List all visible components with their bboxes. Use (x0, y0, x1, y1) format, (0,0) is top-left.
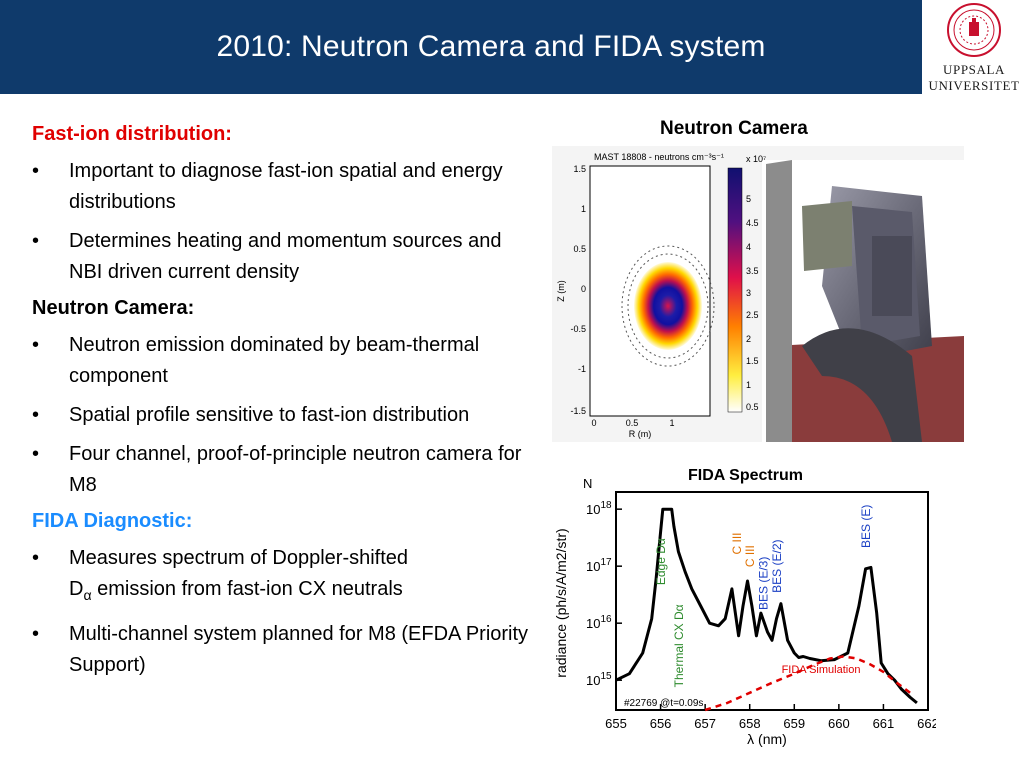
d-alpha-suffix: emission from fast-ion CX neutrals (91, 578, 403, 600)
peak-annotation: BES (E) (859, 505, 873, 548)
colorbar-tick: 2 (746, 334, 751, 344)
y-tick: -1.5 (570, 406, 586, 416)
colorbar-tick: 3 (746, 288, 751, 298)
title-bar: 2010: Neutron Camera and FIDA system (0, 0, 924, 94)
neutron-camera-label: Neutron Camera (660, 118, 808, 139)
x-tick-label: 658 (739, 716, 761, 731)
x-tick-label: 659 (783, 716, 805, 731)
bullet-text: Neutron emission dominated by beam-therm… (69, 334, 480, 387)
bullet-text: Measures spectrum of Doppler-shifted (69, 547, 409, 569)
colorbar-tick: 3.5 (746, 266, 759, 276)
x-tick-label: 657 (694, 716, 716, 731)
heading-fast-ion: Fast-ion distribution: (32, 123, 232, 145)
bullet-item: • Neutron emission dominated by beam-ther… (32, 334, 480, 387)
plot-title: MAST 18808 - neutrons cm⁻³s⁻¹ (594, 152, 724, 162)
peak-annotation: BES (E/3) (757, 557, 771, 610)
bullet-item: • Multi-channel system planned for M8 (EF… (32, 623, 529, 676)
x-tick: 0 (591, 418, 596, 428)
x-tick-label: 661 (873, 716, 895, 731)
shot-label: #22769 @t=0.09s (624, 698, 703, 709)
x-tick-label: 655 (605, 716, 627, 731)
colorbar-tick: 1 (746, 380, 751, 390)
y-tick-label: 1016 (586, 614, 612, 631)
colorbar-tick: 4 (746, 242, 751, 252)
peak-annotation: C III (743, 545, 757, 567)
x-tick-label: 656 (650, 716, 672, 731)
d-alpha-prefix: D (69, 578, 84, 600)
x-ticks: 0 0.5 1 (591, 418, 674, 428)
x-tick-label: 660 (828, 716, 850, 731)
colorbar-tick: 5 (746, 194, 751, 204)
series-label: FIDA Simulation (782, 664, 861, 676)
heading-neutron-camera: Neutron Camera: (32, 297, 195, 319)
colorbar-tick: 4.5 (746, 218, 759, 228)
seal-icon (947, 3, 1001, 57)
y-axis-label: Z (m) (556, 280, 566, 302)
y-axis-label: radiance (ph/s/A/m2/str) (553, 528, 569, 677)
bullet-text: Four channel, proof-of-principle neutron… (69, 443, 522, 496)
university-logo: UPPSALA UNIVERSITET (924, 0, 1024, 96)
slide-title: 2010: Neutron Camera and FIDA system (216, 30, 766, 63)
x-tick-label: 662 (917, 716, 936, 731)
y-tick: -0.5 (570, 324, 586, 334)
colorbar-exponent: x 10⁷ (746, 154, 766, 164)
fida-simulation-line (704, 655, 911, 712)
peak-annotation: C III (730, 532, 744, 554)
x-axis-label: R (m) (629, 429, 652, 439)
y-ticks: 1018 1017 1016 1015 (586, 500, 622, 688)
colorbar-tick: 2.5 (746, 310, 759, 320)
x-tick: 0.5 (626, 418, 639, 428)
neutron-camera-figure: MAST 18808 - neutrons cm⁻³s⁻¹ x 10⁷ 5 4.… (552, 146, 964, 442)
y-tick: -1 (578, 364, 586, 374)
y-tick: 1 (581, 204, 586, 214)
y-tick-label: 1018 (586, 500, 612, 517)
text-column: Fast-ion distribution: • Important to dia… (32, 118, 532, 689)
bullet-text: Determines heating and momentum sources … (69, 230, 502, 283)
logo-text-line1: UPPSALA (943, 62, 1005, 77)
bullet-text: Important to diagnose fast-ion spatial a… (69, 160, 503, 213)
d-alpha-subscript: α (83, 587, 92, 603)
y-tick-label: 1017 (586, 557, 612, 574)
y-tick: 1.5 (573, 164, 586, 174)
y-tick: 0 (581, 284, 586, 294)
y-tick-label: 1015 (586, 671, 612, 688)
logo-text-line2: UNIVERSITET (928, 78, 1020, 93)
series-group: FIDA Simulation (615, 507, 918, 712)
fida-spectrum-chart: N radiance (ph/s/A/m2/str) λ (nm) 101810… (553, 476, 936, 747)
bullet-item: • Spatial profile sensitive to fast-ion d… (32, 404, 470, 426)
x-tick: 1 (669, 418, 674, 428)
bullet-text: Spatial profile sensitive to fast-ion di… (69, 404, 470, 426)
y-tick: 0.5 (573, 244, 586, 254)
chart-fragment-label: N (583, 476, 592, 491)
bullet-item: • Important to diagnose fast-ion spatial … (32, 160, 503, 213)
peak-annotation: BES (E/2) (770, 539, 784, 592)
colorbar-tick: 1.5 (746, 356, 759, 366)
peak-annotation: Edge Dα (654, 538, 668, 585)
bullet-item: • Four channel, proof-of-principle neutro… (32, 443, 522, 496)
peak-annotation: Thermal CX Dα (672, 604, 686, 687)
bullet-item: • Measures spectrum of Doppler-shifted Dα … (32, 547, 409, 603)
x-ticks: 655 656 657 658 659 660 661 662 (605, 704, 936, 731)
bullet-text: Multi-channel system planned for M8 (EFD… (69, 623, 529, 676)
x-axis-label: λ (nm) (747, 731, 787, 747)
colorbar-tick: 0.5 (746, 402, 759, 412)
colorbar-ticks: 5 4.5 4 3.5 3 2.5 2 1.5 1 0.5 (746, 194, 759, 412)
bullet-item: • Determines heating and momentum sources… (32, 230, 502, 283)
y-ticks: 1.5 1 0.5 0 -0.5 -1 -1.5 (570, 164, 586, 416)
heading-fida: FIDA Diagnostic: (32, 510, 193, 532)
spectrum-line (615, 507, 918, 705)
fida-spectrum-title: FIDA Spectrum (688, 467, 803, 484)
